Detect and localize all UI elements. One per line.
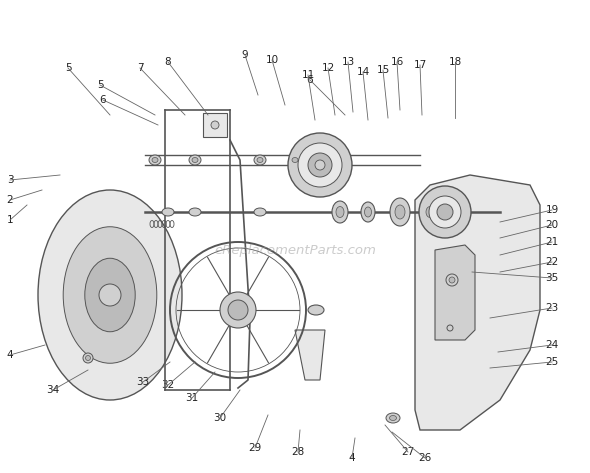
Text: 6: 6 <box>100 95 106 105</box>
Circle shape <box>315 160 325 170</box>
Text: 28: 28 <box>291 447 304 457</box>
Ellipse shape <box>162 208 174 216</box>
Ellipse shape <box>63 227 157 363</box>
Text: 10: 10 <box>266 55 278 65</box>
Ellipse shape <box>192 158 198 163</box>
Text: 8: 8 <box>165 57 171 67</box>
Circle shape <box>298 143 342 187</box>
Text: 23: 23 <box>545 303 559 313</box>
Ellipse shape <box>38 190 182 400</box>
Text: 29: 29 <box>248 443 261 453</box>
Circle shape <box>437 204 453 220</box>
Polygon shape <box>415 175 540 430</box>
Text: 4: 4 <box>6 350 14 360</box>
Circle shape <box>228 300 248 320</box>
Circle shape <box>449 277 455 283</box>
Text: 20: 20 <box>545 220 559 230</box>
Ellipse shape <box>189 155 201 165</box>
Ellipse shape <box>149 155 161 165</box>
Text: 26: 26 <box>418 453 432 463</box>
Text: 34: 34 <box>47 385 60 395</box>
Text: 14: 14 <box>356 67 369 77</box>
Text: 18: 18 <box>448 57 461 67</box>
Ellipse shape <box>254 208 266 216</box>
Text: 12: 12 <box>322 63 335 73</box>
Bar <box>203 113 227 137</box>
Text: 7: 7 <box>137 63 143 73</box>
Text: 16: 16 <box>391 57 404 67</box>
Ellipse shape <box>85 258 135 332</box>
Text: 21: 21 <box>545 237 559 247</box>
Text: 17: 17 <box>414 60 427 70</box>
Text: 13: 13 <box>342 57 355 67</box>
Ellipse shape <box>289 155 301 165</box>
Text: 33: 33 <box>136 377 150 387</box>
Circle shape <box>288 133 352 197</box>
Circle shape <box>86 356 90 360</box>
Ellipse shape <box>386 413 400 423</box>
Ellipse shape <box>189 208 201 216</box>
Text: 5: 5 <box>65 63 71 73</box>
Ellipse shape <box>336 207 344 218</box>
Text: 3: 3 <box>6 175 14 185</box>
Text: eReplacementParts.com: eReplacementParts.com <box>214 244 376 256</box>
Circle shape <box>83 353 93 363</box>
Circle shape <box>308 153 332 177</box>
Ellipse shape <box>390 198 410 226</box>
Ellipse shape <box>152 158 158 163</box>
Text: 27: 27 <box>401 447 415 457</box>
Circle shape <box>446 274 458 286</box>
Ellipse shape <box>99 284 121 306</box>
Circle shape <box>429 196 461 228</box>
Text: 4: 4 <box>349 453 355 463</box>
Text: 5: 5 <box>97 80 103 90</box>
Ellipse shape <box>365 207 372 217</box>
Ellipse shape <box>426 207 434 218</box>
Text: 31: 31 <box>185 393 199 403</box>
Text: 2: 2 <box>6 195 14 205</box>
Text: 24: 24 <box>545 340 559 350</box>
Ellipse shape <box>361 202 375 222</box>
Ellipse shape <box>257 158 263 163</box>
Text: 11: 11 <box>301 70 314 80</box>
Text: 22: 22 <box>545 257 559 267</box>
Ellipse shape <box>395 205 405 219</box>
Ellipse shape <box>389 415 396 420</box>
Polygon shape <box>435 245 475 340</box>
Text: 32: 32 <box>162 380 175 390</box>
Ellipse shape <box>308 305 324 315</box>
Text: 1: 1 <box>6 215 14 225</box>
Polygon shape <box>295 330 325 380</box>
Text: 6: 6 <box>307 75 313 85</box>
Ellipse shape <box>254 155 266 165</box>
Ellipse shape <box>422 201 438 223</box>
Text: 25: 25 <box>545 357 559 367</box>
Ellipse shape <box>292 158 298 163</box>
Text: 19: 19 <box>545 205 559 215</box>
Circle shape <box>419 186 471 238</box>
Circle shape <box>220 292 256 328</box>
Text: 9: 9 <box>242 50 248 60</box>
Text: 35: 35 <box>545 273 559 283</box>
Text: 15: 15 <box>376 65 389 75</box>
Ellipse shape <box>332 201 348 223</box>
Circle shape <box>211 121 219 129</box>
Text: 30: 30 <box>214 413 227 423</box>
